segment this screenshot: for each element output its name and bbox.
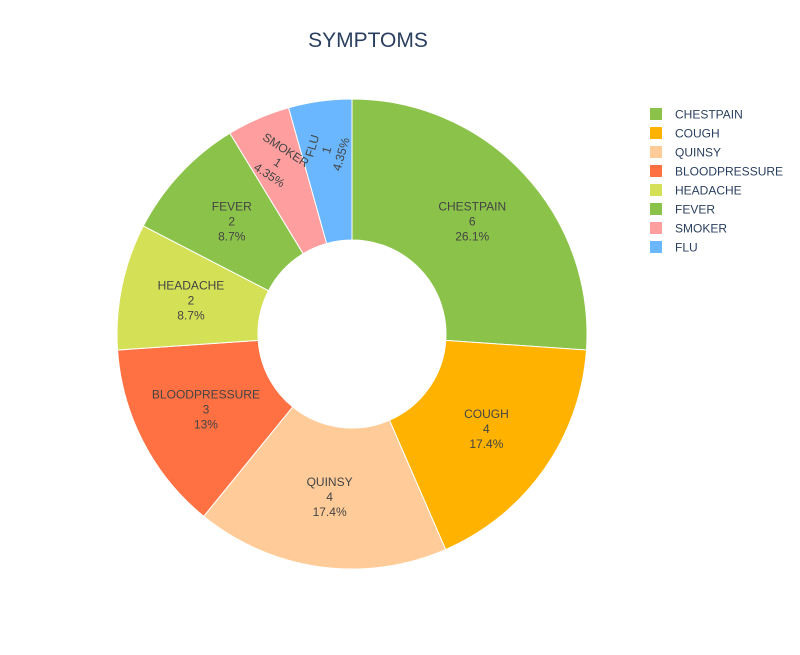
slice-quinsy[interactable] <box>202 406 447 570</box>
slice-label-value: 1 <box>319 145 334 156</box>
slice-label-name: FLU <box>302 133 322 159</box>
slice-label-name: FEVER <box>212 200 252 214</box>
slice-label-value: 2 <box>188 294 195 308</box>
legend-item-chestpain[interactable]: CHESTPAIN <box>650 108 743 122</box>
slices-group <box>116 98 588 570</box>
legend-swatch[interactable] <box>650 108 662 120</box>
legend-item-quinsy[interactable]: QUINSY <box>650 146 721 160</box>
slice-flu[interactable] <box>287 98 353 245</box>
slice-label-percent: 26.1% <box>455 230 489 244</box>
legend-item-flu[interactable]: FLU <box>650 241 698 255</box>
slice-label-name: BLOODPRESSURE <box>152 388 260 402</box>
slice-label-value: 6 <box>469 215 476 229</box>
legend-swatch[interactable] <box>650 127 662 139</box>
slice-label-value: 3 <box>203 403 210 417</box>
slice-label-fever: FEVER 2 8.7% <box>212 200 252 244</box>
legend-item-headache[interactable]: HEADACHE <box>650 184 742 198</box>
slice-bloodpressure[interactable] <box>117 339 294 517</box>
slice-label-name: COUGH <box>464 407 509 421</box>
slice-quinsy-arc[interactable] <box>202 406 447 570</box>
slice-label-percent: 13% <box>194 418 218 432</box>
legend-swatch[interactable] <box>650 184 662 196</box>
legend-swatch[interactable] <box>650 165 662 177</box>
legend-item-bloodpressure[interactable]: BLOODPRESSURE <box>650 165 783 179</box>
legend: CHESTPAIN COUGH QUINSY BLOODPRESSURE HEADACH… <box>650 108 783 255</box>
legend-swatch[interactable] <box>650 203 662 215</box>
slice-label-name: CHESTPAIN <box>438 200 506 214</box>
slice-label-bloodpressure: BLOODPRESSURE 3 13% <box>152 388 260 432</box>
legend-label[interactable]: QUINSY <box>675 146 721 160</box>
slice-label-percent: 17.4% <box>313 505 347 519</box>
slice-bloodpressure-arc[interactable] <box>117 339 294 517</box>
legend-label[interactable]: FEVER <box>675 203 715 217</box>
slice-label-chestpain: CHESTPAIN 6 26.1% <box>438 200 506 244</box>
legend-label[interactable]: SMOKER <box>675 222 727 236</box>
legend-swatch[interactable] <box>650 222 662 234</box>
legend-swatch[interactable] <box>650 241 662 253</box>
legend-label[interactable]: COUGH <box>675 127 720 141</box>
slice-cough[interactable] <box>388 339 587 551</box>
slice-label-headache: HEADACHE 2 8.7% <box>158 279 225 323</box>
slice-label-name: HEADACHE <box>158 279 225 293</box>
legend-label[interactable]: FLU <box>675 241 698 255</box>
legend-item-cough[interactable]: COUGH <box>650 127 720 141</box>
slice-label-percent: 8.7% <box>177 309 205 323</box>
slice-label-quinsy: QUINSY 4 17.4% <box>307 475 353 519</box>
slice-label-cough: COUGH 4 17.4% <box>464 407 509 451</box>
slice-label-value: 4 <box>326 490 333 504</box>
slice-label-value: 2 <box>228 215 235 229</box>
legend-item-smoker[interactable]: SMOKER <box>650 222 727 236</box>
legend-label[interactable]: BLOODPRESSURE <box>675 165 783 179</box>
slice-cough-arc[interactable] <box>388 339 587 551</box>
legend-label[interactable]: CHESTPAIN <box>675 108 743 122</box>
slice-label-percent: 8.7% <box>218 230 246 244</box>
legend-swatch[interactable] <box>650 146 662 158</box>
slice-chestpain-arc[interactable] <box>351 98 588 351</box>
chart-title: SYMPTOMS <box>308 29 428 52</box>
slice-chestpain[interactable] <box>351 98 588 351</box>
slice-label-value: 4 <box>483 422 490 436</box>
slice-label-name: QUINSY <box>307 475 353 489</box>
legend-item-fever[interactable]: FEVER <box>650 203 715 217</box>
slice-label-percent: 17.4% <box>469 437 503 451</box>
legend-label[interactable]: HEADACHE <box>675 184 742 198</box>
slice-flu-arc[interactable] <box>287 98 353 245</box>
